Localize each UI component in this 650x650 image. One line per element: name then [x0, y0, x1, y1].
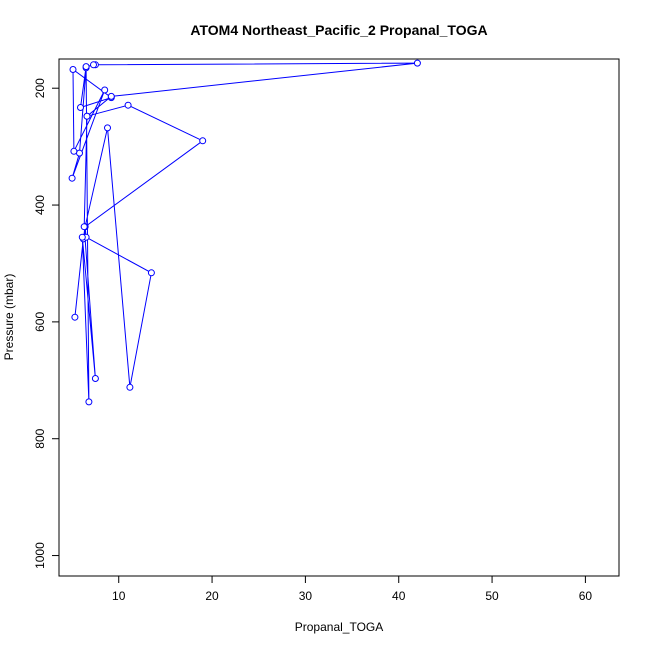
data-point [76, 149, 83, 157]
y-tick-label: 800 [33, 428, 47, 448]
data-point [101, 86, 109, 94]
x-tick-label: 30 [299, 589, 313, 603]
y-axis-label: Pressure (mbar) [2, 274, 16, 361]
data-point [71, 313, 79, 321]
x-tick-label: 60 [579, 589, 593, 603]
data-point [413, 59, 421, 67]
y-tick-label: 200 [33, 78, 47, 98]
x-tick-label: 10 [112, 589, 126, 603]
data-point [107, 92, 115, 100]
data-point [68, 174, 76, 182]
data-point [78, 233, 86, 241]
x-axis-label: Propanal_TOGA [295, 620, 384, 634]
data-point [126, 383, 134, 391]
data-point [91, 375, 99, 382]
x-tick-label: 50 [485, 589, 499, 603]
chart-title: ATOM4 Northeast_Pacific_2 Propanal_TOGA [190, 22, 487, 38]
series-line [71, 62, 418, 402]
data-point [85, 398, 93, 406]
y-axis: 200 400 600 800 1000 [33, 78, 59, 569]
data-point [70, 147, 78, 155]
data-point [199, 137, 207, 145]
data-point [77, 104, 84, 111]
data-point [90, 61, 97, 69]
y-tick-label: 600 [33, 312, 47, 332]
data-point [83, 112, 91, 120]
y-tick-label: 1000 [33, 542, 47, 569]
data-point [69, 66, 77, 73]
data-point [82, 63, 90, 71]
x-tick-label: 20 [205, 589, 219, 603]
data-point [147, 269, 155, 277]
series-layer [68, 59, 421, 406]
x-tick-label: 40 [392, 589, 406, 603]
y-tick-label: 400 [33, 195, 47, 215]
data-point [104, 124, 111, 132]
data-point [80, 223, 88, 231]
x-axis: 10 20 30 40 50 60 [112, 576, 592, 603]
plot-frame [58, 58, 620, 577]
data-point [124, 101, 132, 109]
